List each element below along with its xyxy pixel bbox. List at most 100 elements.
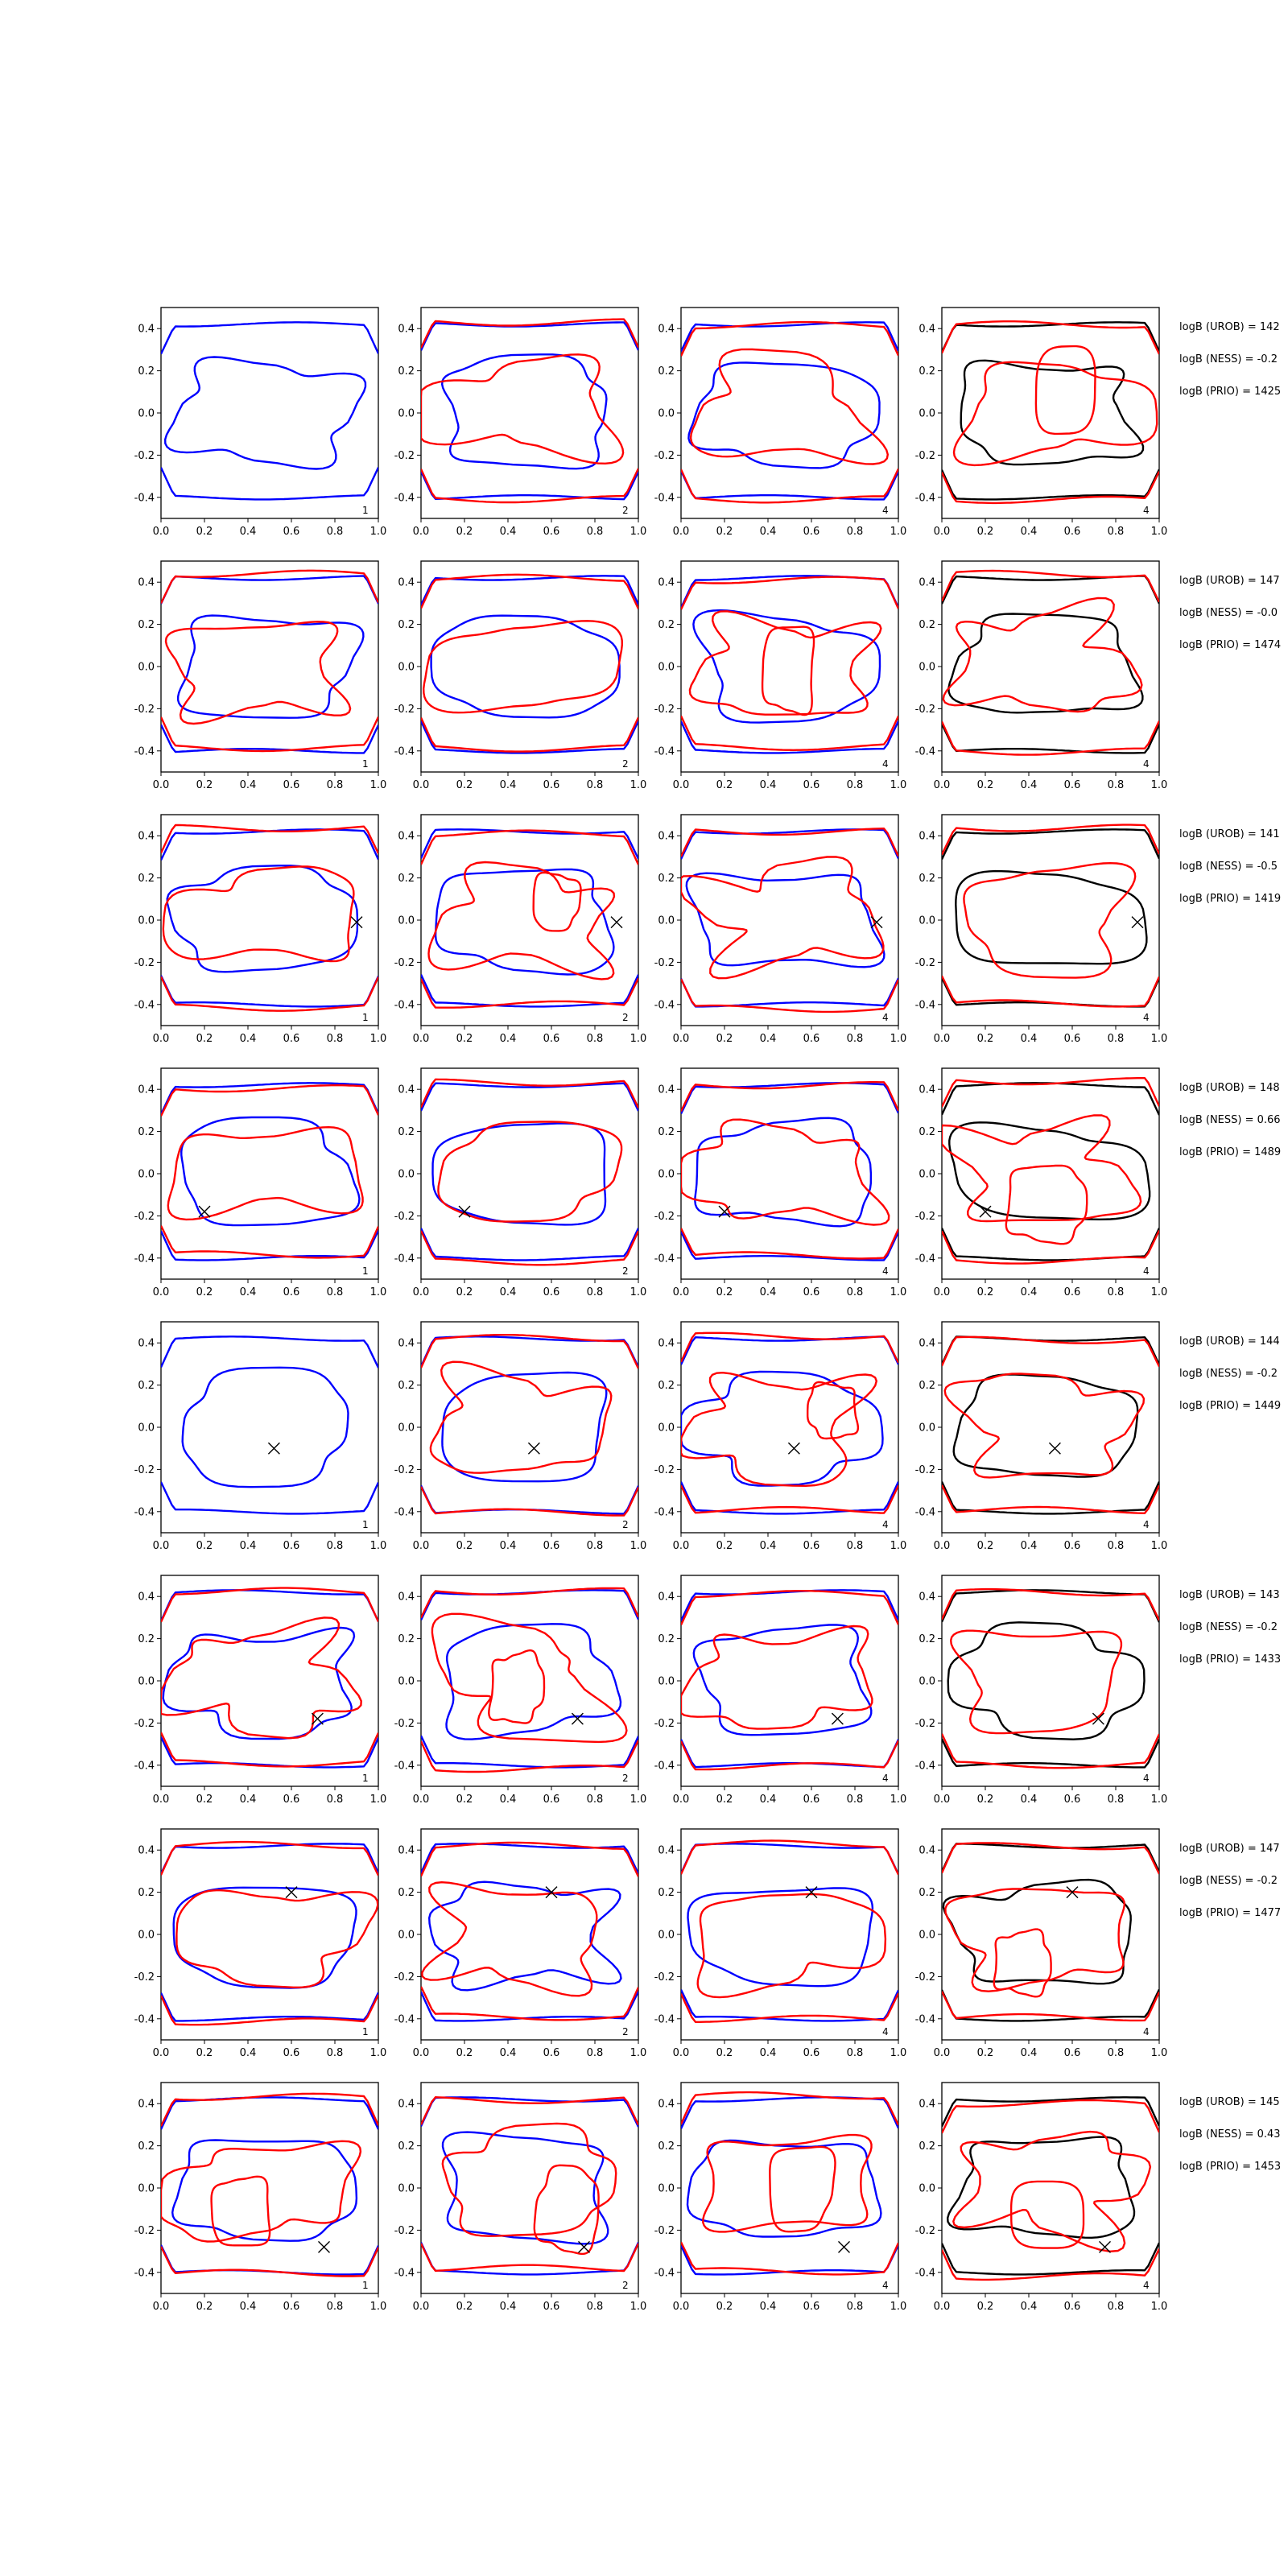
axes-frame [420, 1321, 639, 1534]
contour-red-bottom [421, 1230, 638, 1266]
logB-prio-label: logB (PRIO) = 1489 [1179, 1146, 1281, 1158]
y-tick-label: 0.0 [658, 1930, 675, 1942]
contour-inner [434, 868, 615, 976]
y-tick-label: -0.4 [654, 2267, 675, 2279]
contour-outer-top [942, 1589, 1159, 1623]
y-tick-label: -0.2 [915, 957, 935, 969]
x-tick-label: 0.4 [760, 526, 777, 538]
x-tick-label: 0.2 [196, 2047, 213, 2059]
panel-r5-c2: 2 0.0 0.2 0.4 0.6 0.8 1.0 0.4 0.2 0.0 -0.2 -0.4 [394, 1321, 646, 1552]
panel-r7-c3: 4 0.0 0.2 0.4 0.6 0.8 1.0 0.4 0.2 0.0 -0.2 -0.4 [654, 1828, 906, 2059]
contour-outer-top [421, 321, 638, 351]
x-tick-label: 0.6 [1064, 2301, 1081, 2313]
contour-inner [180, 1116, 361, 1227]
y-tick-label: -0.4 [654, 999, 675, 1011]
contour-red-bottom [161, 1994, 378, 2026]
x-tick-label: 0.6 [283, 779, 300, 791]
y-tick-label: 0.4 [398, 324, 415, 336]
x-tick-label: 0.0 [153, 1540, 170, 1552]
x-tick-label: 0.8 [847, 1286, 864, 1298]
panel-r5-c1: 1 0.0 0.2 0.4 0.6 0.8 1.0 0.4 0.2 0.0 -0.2 -0.4 [134, 1321, 386, 1552]
x-tick-label: 0.2 [977, 2047, 994, 2059]
contour-red-bottom [681, 2241, 898, 2276]
axes-frame [941, 814, 1160, 1026]
x-tick-label: 0.8 [327, 1540, 344, 1552]
contour-red-inner [161, 2140, 362, 2243]
axes-frame [941, 307, 1160, 519]
contour-red-bottom [942, 1484, 1159, 1514]
panel-label: 4 [882, 1519, 889, 1530]
contour-inner [445, 1623, 622, 1740]
contour-red-inner [681, 1372, 877, 1487]
y-tick-label: -0.4 [915, 1760, 935, 1772]
curves [942, 824, 1159, 1008]
axes-frame [160, 1828, 379, 2041]
y-tick-label: 0.4 [658, 1845, 675, 1857]
contour-outer-bottom [942, 1738, 1159, 1769]
x-tick-label: 0.0 [413, 1540, 430, 1552]
x-tick-label: 0.8 [847, 1540, 864, 1552]
x-tick-label: 0.0 [934, 1794, 951, 1806]
panel-label: 4 [882, 1012, 889, 1023]
contour-outer-bottom [942, 1988, 1159, 2022]
contour-red-inner [427, 861, 616, 980]
x-tick-label: 0.6 [1064, 1286, 1081, 1298]
marker-x [267, 1442, 280, 1455]
logB-ness-label: logB (NESS) = -0.2 [1179, 353, 1278, 365]
contour-red-bottom [681, 1484, 898, 1514]
x-tick-label: 0.2 [196, 1794, 213, 1806]
y-tick-label: 0.2 [658, 873, 675, 885]
y-tick-label: 0.4 [919, 324, 935, 336]
marker-x [1048, 1442, 1061, 1455]
x-tick-label: 0.0 [413, 2301, 430, 2313]
y-tick-label: -0.2 [915, 1464, 935, 1476]
x-tick-label: 0.2 [196, 779, 213, 791]
y-tick-label: -0.2 [394, 957, 415, 969]
contour-red-top [942, 569, 1159, 603]
contour-red-bottom [421, 1740, 638, 1773]
contour-outer-top [421, 1082, 638, 1112]
logB-ness-label: logB (NESS) = -0.5 [1179, 861, 1278, 873]
panel-r6-c4: 4 0.0 0.2 0.4 0.6 0.8 1.0 0.4 0.2 0.0 -0.2 -0.4 [915, 1575, 1167, 1806]
axes-frame [420, 1575, 639, 1787]
y-tick-label: -0.2 [394, 450, 415, 462]
contour-inner [687, 1887, 874, 1988]
x-tick-label: 0.6 [283, 1286, 300, 1298]
x-tick-label: 0.6 [1064, 1033, 1081, 1045]
x-tick-label: 1.0 [890, 779, 907, 791]
axes-frame [680, 1321, 899, 1534]
contour-inner [948, 1121, 1151, 1220]
x-tick-label: 1.0 [890, 1540, 907, 1552]
x-tick-label: 0.6 [803, 2047, 820, 2059]
y-tick-label: -0.4 [394, 492, 415, 504]
x-tick-label: 0.2 [196, 1033, 213, 1045]
curves [161, 1840, 378, 2026]
y-tick-label: 0.2 [138, 2140, 155, 2153]
x-tick-label: 0.6 [543, 779, 560, 791]
y-tick-label: 0.0 [919, 2183, 935, 2195]
x-tick-label: 0.8 [587, 2301, 604, 2313]
marker-x [578, 2240, 590, 2253]
y-tick-label: 0.0 [658, 1676, 675, 1688]
x-tick-label: 0.4 [500, 779, 517, 791]
contour-red-inner [681, 1624, 873, 1730]
contour-outer-bottom [161, 724, 378, 754]
y-tick-label: 0.0 [919, 1676, 935, 1688]
y-tick-label: -0.4 [134, 2267, 155, 2279]
x-tick-label: 0.2 [977, 1540, 994, 1552]
y-tick-label: -0.2 [134, 1718, 155, 1730]
x-tick-label: 0.4 [500, 2047, 517, 2059]
contour-red-bottom [942, 2248, 1159, 2281]
contour-inner [430, 614, 621, 719]
panel-r3-c1: 1 0.0 0.2 0.4 0.6 0.8 1.0 0.4 0.2 0.0 -0.2 -0.4 [134, 814, 386, 1045]
contour-red-bottom [161, 716, 378, 753]
contour-red-top [681, 828, 898, 857]
contour-inner [947, 1621, 1146, 1740]
contour-red-inner [688, 610, 882, 716]
panel-r8-c4: 4 0.0 0.2 0.4 0.6 0.8 1.0 0.4 0.2 0.0 -0.2 -0.4 [915, 2082, 1167, 2313]
x-tick-label: 0.4 [500, 2301, 517, 2313]
x-tick-label: 0.6 [803, 526, 820, 538]
x-tick-label: 0.2 [456, 1033, 473, 1045]
y-tick-label: -0.4 [654, 1253, 675, 1265]
contour-inner [166, 865, 359, 973]
